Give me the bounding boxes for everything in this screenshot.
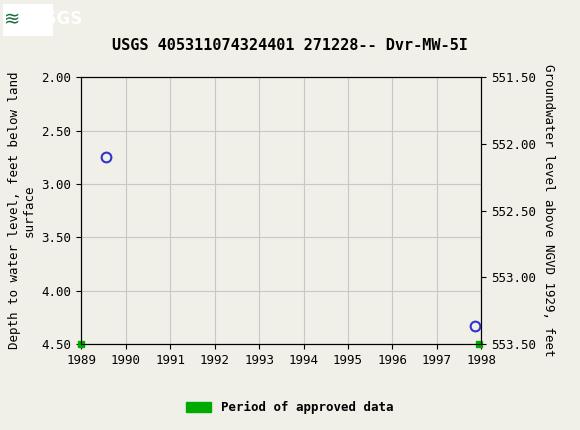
Text: USGS 405311074324401 271228-- Dvr-MW-5I: USGS 405311074324401 271228-- Dvr-MW-5I	[112, 38, 468, 52]
Y-axis label: Depth to water level, feet below land
surface: Depth to water level, feet below land su…	[8, 72, 36, 350]
FancyBboxPatch shape	[3, 4, 52, 35]
Text: ≋: ≋	[4, 10, 20, 29]
Text: USGS: USGS	[32, 10, 83, 28]
Y-axis label: Groundwater level above NGVD 1929, feet: Groundwater level above NGVD 1929, feet	[542, 64, 554, 357]
Legend: Period of approved data: Period of approved data	[181, 396, 399, 419]
